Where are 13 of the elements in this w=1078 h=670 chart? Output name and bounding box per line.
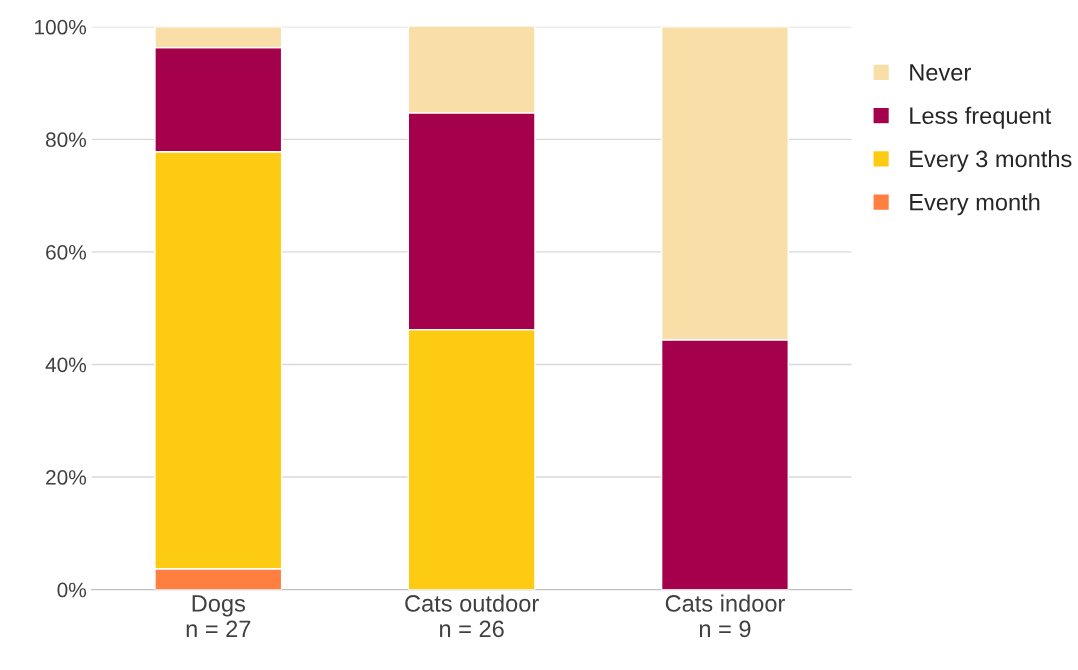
y-tick-label: 20%: [46, 470, 87, 485]
x-tick-label: Dogs n = 27: [186, 595, 251, 637]
y-tick-label: 0%: [57, 582, 87, 598]
legend-label: Less frequent: [910, 106, 1052, 129]
y-tick-label: 60%: [46, 244, 87, 260]
y-tick-label: 40%: [45, 357, 87, 373]
y-tick-label: 100%: [35, 19, 87, 35]
legend-label: Every 3 months: [910, 149, 1072, 172]
legend-label: Never: [910, 64, 971, 81]
x-tick-label: Cats outdoor n = 26: [405, 594, 539, 638]
legend-label: Every month: [910, 193, 1040, 216]
x-tick-label: Cats indoor n = 9: [665, 594, 785, 638]
y-tick-label: 80%: [45, 132, 87, 148]
